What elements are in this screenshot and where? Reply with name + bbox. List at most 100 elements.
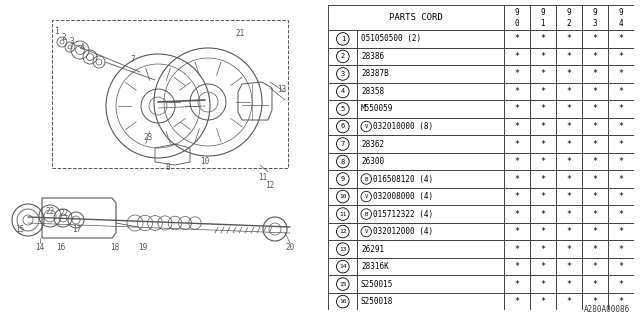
Text: S250015: S250015 [361,280,394,289]
Text: 28316K: 28316K [361,262,388,271]
Text: *: * [540,35,545,44]
Text: V: V [365,229,368,234]
Text: PARTS CORD: PARTS CORD [389,13,443,22]
Text: *: * [540,105,545,114]
Text: 9: 9 [618,8,623,17]
Text: *: * [566,69,572,78]
Text: *: * [540,157,545,166]
Text: *: * [566,52,572,61]
Text: 12: 12 [339,229,347,234]
Text: 14: 14 [339,264,347,269]
Text: *: * [592,297,597,306]
Text: *: * [515,69,519,78]
Text: *: * [618,174,623,184]
Text: 13: 13 [339,247,347,252]
Text: 15: 15 [15,226,24,235]
Text: 3: 3 [593,19,597,28]
Text: *: * [618,227,623,236]
Text: *: * [618,122,623,131]
Text: *: * [515,87,519,96]
Text: *: * [566,122,572,131]
Text: 12: 12 [266,180,275,189]
Text: 20: 20 [285,243,294,252]
Text: 16: 16 [56,243,66,252]
Text: *: * [566,140,572,148]
Text: *: * [515,105,519,114]
Text: *: * [540,140,545,148]
Text: *: * [515,35,519,44]
Text: *: * [592,280,597,289]
Text: 11: 11 [259,172,268,181]
Text: *: * [618,35,623,44]
Text: 4: 4 [340,88,345,94]
Text: *: * [566,227,572,236]
Text: *: * [566,297,572,306]
Text: 6: 6 [340,124,345,130]
Text: 18: 18 [110,243,120,252]
Text: *: * [540,52,545,61]
Text: *: * [540,87,545,96]
Text: *: * [618,297,623,306]
Text: *: * [618,69,623,78]
Text: *: * [515,210,519,219]
Text: *: * [515,157,519,166]
Text: *: * [618,140,623,148]
Text: 28358: 28358 [361,87,384,96]
Text: 28386: 28386 [361,52,384,61]
Text: *: * [566,280,572,289]
Text: 28362: 28362 [361,140,384,148]
Text: *: * [592,157,597,166]
Text: *: * [566,244,572,253]
Text: 9: 9 [566,8,571,17]
Text: *: * [566,174,572,184]
Text: *: * [592,140,597,148]
Text: 10: 10 [200,157,210,166]
Text: *: * [618,210,623,219]
Text: 7: 7 [131,55,135,65]
Text: *: * [566,262,572,271]
Text: 17: 17 [72,226,82,235]
Text: 4: 4 [80,43,84,52]
Text: *: * [592,210,597,219]
Text: 016508120 (4): 016508120 (4) [373,174,433,184]
Text: *: * [515,262,519,271]
Text: V: V [365,194,368,199]
Text: S250018: S250018 [361,297,394,306]
Text: *: * [592,122,597,131]
Text: *: * [566,35,572,44]
Text: *: * [618,244,623,253]
Text: 7: 7 [340,141,345,147]
Text: 11: 11 [339,212,347,217]
Text: *: * [540,210,545,219]
Text: 13: 13 [277,85,287,94]
Text: *: * [540,280,545,289]
Text: *: * [515,122,519,131]
Text: *: * [515,227,519,236]
Text: *: * [618,52,623,61]
Text: 3: 3 [70,37,74,46]
Text: 1: 1 [340,36,345,42]
Text: *: * [540,192,545,201]
Text: 032010000 (8): 032010000 (8) [373,122,433,131]
Text: 1: 1 [540,19,545,28]
Text: *: * [540,122,545,131]
Text: 4: 4 [618,19,623,28]
Text: *: * [515,174,519,184]
Text: *: * [540,227,545,236]
Text: M550059: M550059 [361,105,394,114]
Text: 9: 9 [540,8,545,17]
Text: 8: 8 [166,164,170,172]
Text: *: * [515,244,519,253]
Text: *: * [566,87,572,96]
Text: 26300: 26300 [361,157,384,166]
Text: *: * [618,87,623,96]
Text: *: * [540,297,545,306]
Text: *: * [566,157,572,166]
Text: *: * [515,192,519,201]
Text: 14: 14 [35,243,45,252]
Text: V: V [365,124,368,129]
Text: *: * [566,105,572,114]
Text: *: * [592,227,597,236]
Text: *: * [515,140,519,148]
Text: 26291: 26291 [361,244,384,253]
